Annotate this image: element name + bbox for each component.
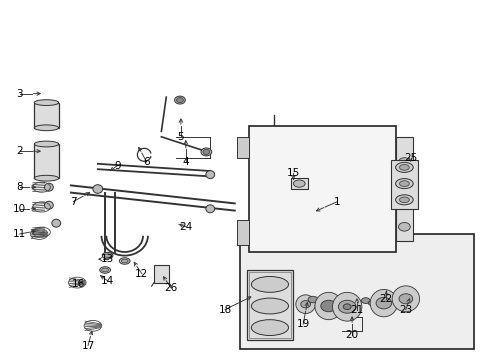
Ellipse shape [300, 301, 310, 308]
Ellipse shape [398, 158, 409, 166]
Bar [237, 137, 249, 158]
Text: 8: 8 [16, 182, 23, 192]
Ellipse shape [332, 292, 361, 321]
Ellipse shape [205, 171, 214, 179]
Text: 21: 21 [349, 305, 363, 315]
Bar [249, 126, 395, 252]
Text: 11: 11 [13, 229, 26, 239]
Ellipse shape [44, 183, 53, 191]
Text: 22: 22 [379, 294, 392, 304]
Text: 2: 2 [16, 146, 23, 156]
Ellipse shape [93, 185, 102, 193]
Ellipse shape [395, 195, 412, 205]
Ellipse shape [176, 98, 183, 103]
Ellipse shape [369, 289, 397, 317]
Bar [395, 137, 412, 241]
Ellipse shape [398, 190, 409, 199]
Text: 16: 16 [71, 279, 85, 289]
Bar [237, 220, 249, 245]
Ellipse shape [100, 267, 110, 273]
Ellipse shape [251, 298, 288, 314]
Text: 10: 10 [13, 204, 26, 214]
Ellipse shape [205, 205, 214, 213]
Ellipse shape [338, 300, 355, 313]
Ellipse shape [34, 175, 59, 181]
Bar [290, 178, 307, 189]
Ellipse shape [293, 180, 305, 187]
Ellipse shape [121, 259, 128, 263]
Ellipse shape [399, 197, 408, 203]
Ellipse shape [34, 141, 59, 147]
Ellipse shape [395, 179, 412, 189]
Text: 26: 26 [164, 283, 178, 293]
Text: 12: 12 [135, 269, 148, 279]
Ellipse shape [398, 294, 412, 304]
Ellipse shape [343, 304, 350, 310]
Ellipse shape [102, 268, 108, 272]
Ellipse shape [307, 296, 317, 303]
Text: 20: 20 [345, 330, 358, 340]
Bar [34, 144, 59, 178]
Text: 23: 23 [398, 305, 412, 315]
Ellipse shape [314, 292, 342, 320]
Ellipse shape [399, 165, 408, 170]
Ellipse shape [251, 320, 288, 336]
Text: 25: 25 [403, 153, 417, 163]
Text: 1: 1 [333, 197, 340, 207]
Text: 4: 4 [182, 157, 189, 167]
Bar [154, 265, 168, 283]
Bar [249, 272, 290, 338]
Ellipse shape [201, 148, 211, 156]
Ellipse shape [34, 125, 59, 131]
Ellipse shape [174, 96, 185, 104]
Ellipse shape [295, 295, 315, 314]
Ellipse shape [251, 276, 288, 292]
Text: 6: 6 [143, 157, 150, 167]
Text: 24: 24 [179, 222, 192, 232]
Ellipse shape [375, 297, 391, 309]
Ellipse shape [52, 219, 61, 227]
Bar [246, 270, 293, 340]
Ellipse shape [119, 258, 130, 264]
Bar [34, 103, 59, 128]
Text: 5: 5 [177, 132, 184, 142]
Ellipse shape [104, 254, 111, 257]
Ellipse shape [367, 301, 376, 306]
Ellipse shape [102, 252, 113, 259]
Ellipse shape [203, 149, 209, 154]
Ellipse shape [391, 286, 419, 312]
Text: 15: 15 [286, 168, 300, 178]
Bar [390, 160, 417, 209]
Ellipse shape [361, 298, 369, 303]
Ellipse shape [44, 201, 53, 209]
Text: 9: 9 [114, 161, 121, 171]
Ellipse shape [34, 100, 59, 105]
Ellipse shape [399, 181, 408, 186]
Text: 13: 13 [101, 254, 114, 264]
Bar [239, 234, 473, 349]
Text: 3: 3 [16, 89, 23, 99]
Ellipse shape [395, 162, 412, 172]
Ellipse shape [398, 222, 409, 231]
Text: 7: 7 [70, 197, 77, 207]
Text: 17: 17 [81, 341, 95, 351]
Ellipse shape [320, 300, 336, 312]
Text: 19: 19 [296, 319, 309, 329]
Text: 14: 14 [101, 276, 114, 286]
Text: 18: 18 [218, 305, 231, 315]
